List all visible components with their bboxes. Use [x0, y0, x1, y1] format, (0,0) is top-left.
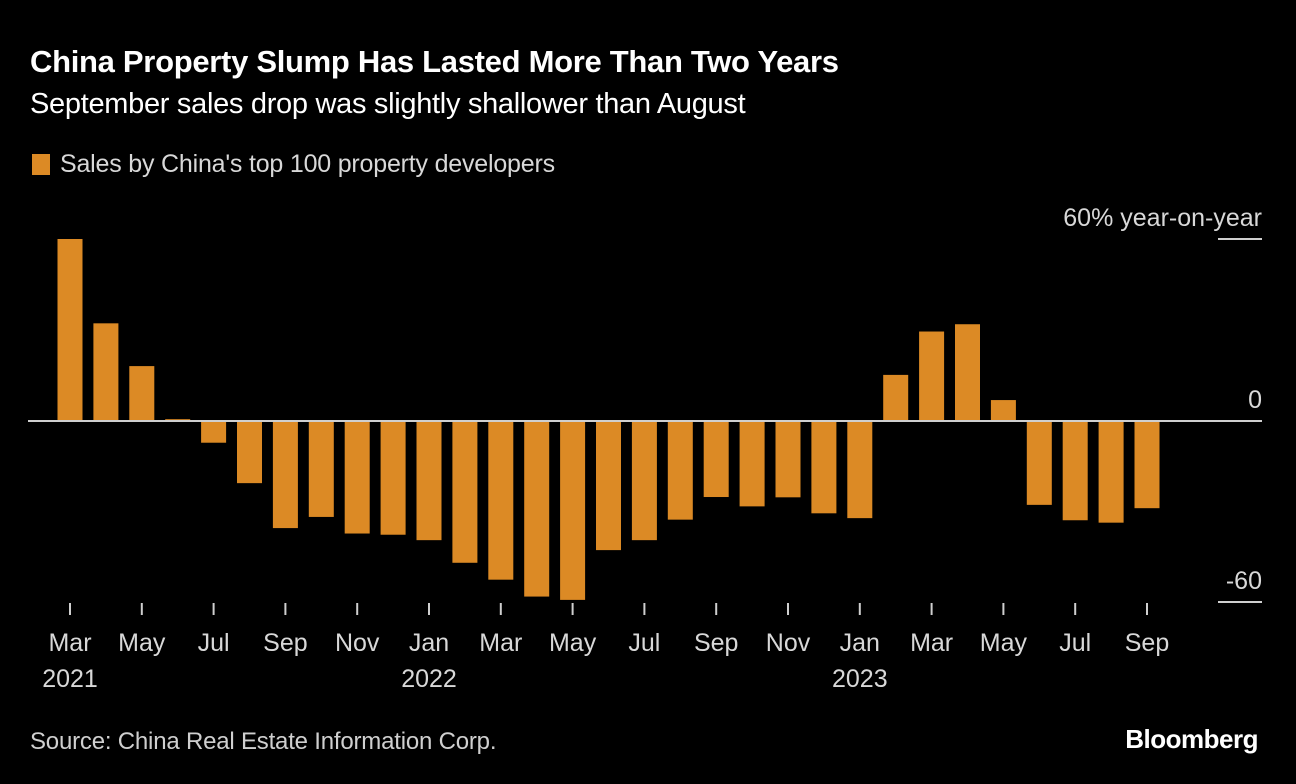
legend: Sales by China's top 100 property develo…: [32, 150, 555, 179]
bar-feb-2023: [883, 374, 909, 421]
bar-jul-2021: [201, 421, 227, 443]
x-tick-label: Jan: [840, 629, 880, 657]
x-year-label: 2021: [42, 665, 98, 693]
bar-oct-2022: [739, 421, 765, 507]
bar-oct-2021: [308, 421, 334, 517]
y-axis: 60% year-on-year 0 -60: [28, 204, 1262, 603]
x-tick-label: Nov: [335, 629, 380, 657]
bar-aug-2022: [667, 421, 693, 520]
bar-jul-2023: [1062, 421, 1088, 521]
x-tick-label: May: [118, 629, 166, 657]
bar-may-2022: [560, 421, 586, 600]
bar-jan-2022: [416, 421, 442, 541]
bar-may-2021: [129, 366, 155, 421]
x-tick-label: Sep: [1125, 629, 1169, 657]
legend-swatch: [32, 154, 50, 175]
x-tick-label: Nov: [766, 629, 811, 657]
bar-mar-2021: [57, 239, 83, 421]
bar-sep-2022: [703, 421, 729, 498]
bar-dec-2022: [811, 421, 837, 514]
x-tick-label: Jul: [628, 629, 660, 657]
x-axis: Mar 2021 May Jul Sep Nov Jan 2022 Mar May Jul Sep No…: [42, 603, 1169, 693]
bar-jul-2022: [631, 421, 657, 541]
bar-apr-2022: [524, 421, 550, 597]
x-tick-label: Mar: [48, 629, 91, 657]
bar-apr-2021: [93, 323, 119, 421]
x-tick-label: Sep: [694, 629, 738, 657]
legend-label: Sales by China's top 100 property develo…: [60, 150, 555, 178]
bar-mar-2023: [919, 331, 945, 421]
x-tick-label: Mar: [910, 629, 953, 657]
x-tick-label: May: [549, 629, 597, 657]
bar-may-2023: [990, 400, 1016, 421]
bar-nov-2022: [775, 421, 801, 498]
chart-title: China Property Slump Has Lasted More Tha…: [30, 44, 839, 79]
x-tick-label: Jul: [1059, 629, 1091, 657]
bar-sep-2021: [272, 421, 298, 529]
x-tick-label: Sep: [263, 629, 307, 657]
source-note: Source: China Real Estate Information Co…: [30, 728, 497, 755]
x-year-label: 2022: [401, 665, 457, 693]
bar-dec-2021: [380, 421, 406, 535]
bar-feb-2022: [452, 421, 478, 563]
x-tick-label: May: [980, 629, 1028, 657]
bar-nov-2021: [344, 421, 370, 534]
x-tick-label: Jul: [198, 629, 230, 657]
x-year-label: 2023: [832, 665, 888, 693]
y-tick-label: 60% year-on-year: [1063, 204, 1262, 232]
bar-jun-2023: [1026, 421, 1052, 505]
bar-apr-2023: [955, 324, 980, 421]
bar-aug-2023: [1098, 421, 1124, 523]
bars-group: [57, 239, 1160, 600]
y-tick-label: -60: [1226, 567, 1262, 595]
bar-sep-2023: [1134, 421, 1160, 509]
y-tick-label: 0: [1248, 386, 1262, 414]
bar-aug-2021: [237, 421, 262, 484]
bar-jan-2023: [847, 421, 873, 519]
x-tick-label: Jan: [409, 629, 449, 657]
bloomberg-logo: Bloomberg: [1125, 724, 1258, 754]
bar-jun-2022: [596, 421, 621, 551]
x-tick-label: Mar: [479, 629, 522, 657]
bar-mar-2022: [488, 421, 514, 580]
chart-subtitle: September sales drop was slightly shallo…: [30, 88, 746, 120]
